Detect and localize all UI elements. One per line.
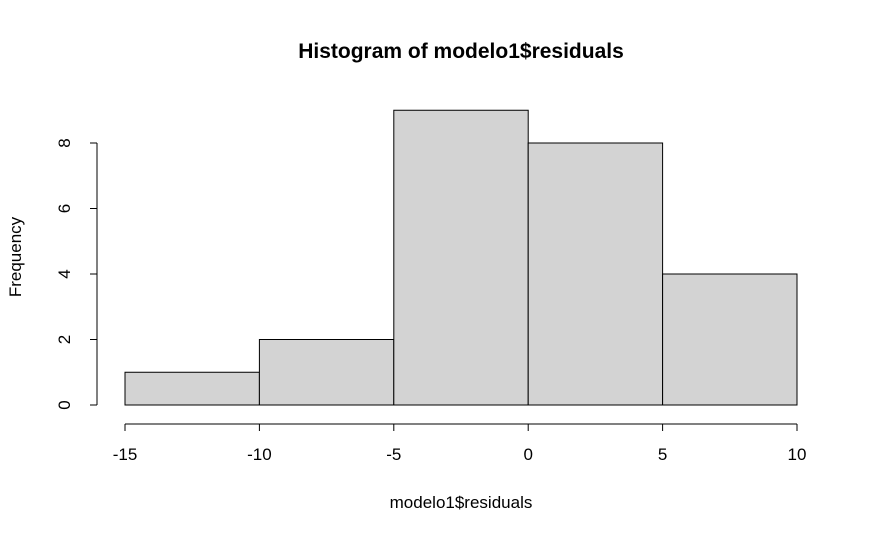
bars-group xyxy=(124,109,798,406)
y-axis-label: Frequency xyxy=(6,216,25,297)
histogram-bar-4 xyxy=(527,142,664,406)
y-tick-label: 0 xyxy=(55,400,74,409)
y-axis: 0 2 4 6 8 xyxy=(55,138,98,410)
x-tick-label: 5 xyxy=(658,445,667,464)
x-tick-label: 0 xyxy=(523,445,532,464)
x-tick-label: -5 xyxy=(386,445,401,464)
x-tick-label: -10 xyxy=(247,445,272,464)
x-tick-label: 10 xyxy=(788,445,807,464)
histogram-bar-2 xyxy=(258,339,395,406)
histogram-bar-3 xyxy=(393,109,529,406)
y-tick-label: 2 xyxy=(55,335,74,344)
y-tick-label: 6 xyxy=(55,204,74,213)
histogram-bar-1 xyxy=(124,371,260,406)
x-axis-label: modelo1$residuals xyxy=(390,493,533,512)
chart-title: Histogram of modelo1$residuals xyxy=(298,40,624,63)
x-axis: -15 -10 -5 0 5 10 xyxy=(113,423,807,464)
y-tick-label: 4 xyxy=(55,269,74,278)
histogram-bar-5 xyxy=(662,273,798,406)
y-tick-label: 8 xyxy=(55,138,74,147)
x-tick-label: -15 xyxy=(113,445,138,464)
